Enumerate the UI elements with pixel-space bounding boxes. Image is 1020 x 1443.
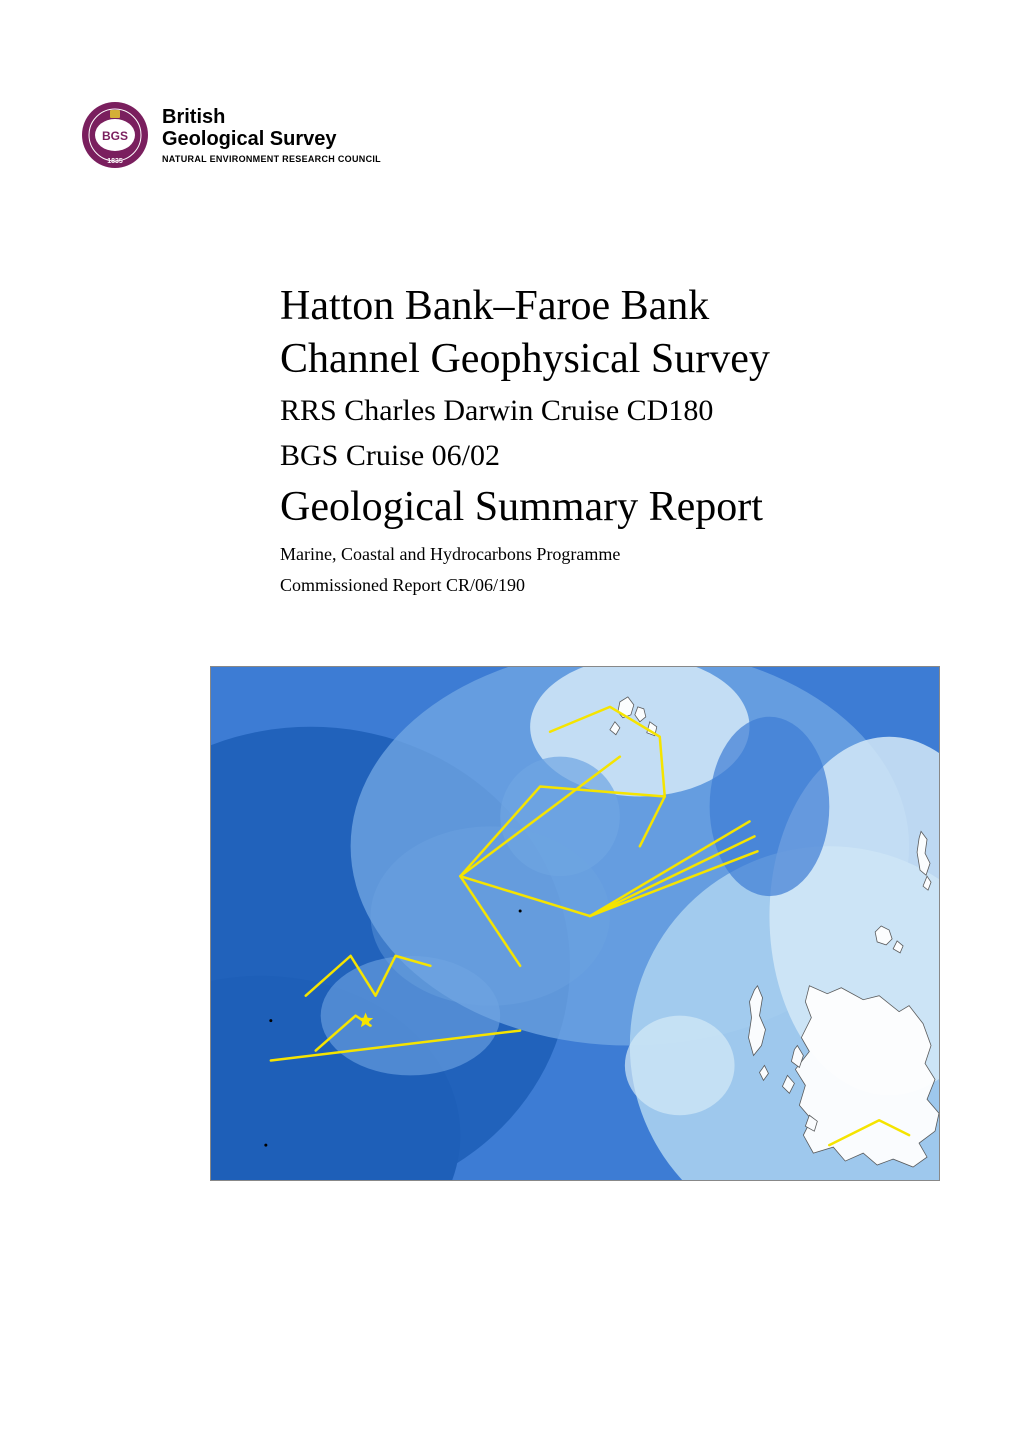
logo-text-block: British Geological Survey NATURAL ENVIRO… (162, 106, 381, 164)
title-block: Hatton Bank–Faroe Bank Channel Geophysic… (280, 280, 940, 596)
bgs-logo-icon: BGS 1835 (80, 100, 150, 170)
report-title: Geological Summary Report (280, 481, 940, 534)
subtitle-line2: BGS Cruise 06/02 (280, 436, 940, 475)
programme-name: Marine, Coastal and Hydrocarbons Program… (280, 544, 940, 565)
org-name-line2: Geological Survey (162, 128, 381, 150)
title-line1: Hatton Bank–Faroe Bank (280, 280, 940, 333)
survey-map (210, 666, 940, 1181)
report-number: Commissioned Report CR/06/190 (280, 575, 940, 596)
subtitle-line1: RRS Charles Darwin Cruise CD180 (280, 391, 940, 430)
logo-block: BGS 1835 British Geological Survey NATUR… (80, 100, 940, 170)
org-name-line1: British (162, 106, 381, 128)
council-name: NATURAL ENVIRONMENT RESEARCH COUNCIL (162, 154, 381, 164)
title-line2: Channel Geophysical Survey (280, 333, 940, 386)
logo-year: 1835 (107, 158, 123, 165)
logo-acronym: BGS (102, 129, 128, 143)
